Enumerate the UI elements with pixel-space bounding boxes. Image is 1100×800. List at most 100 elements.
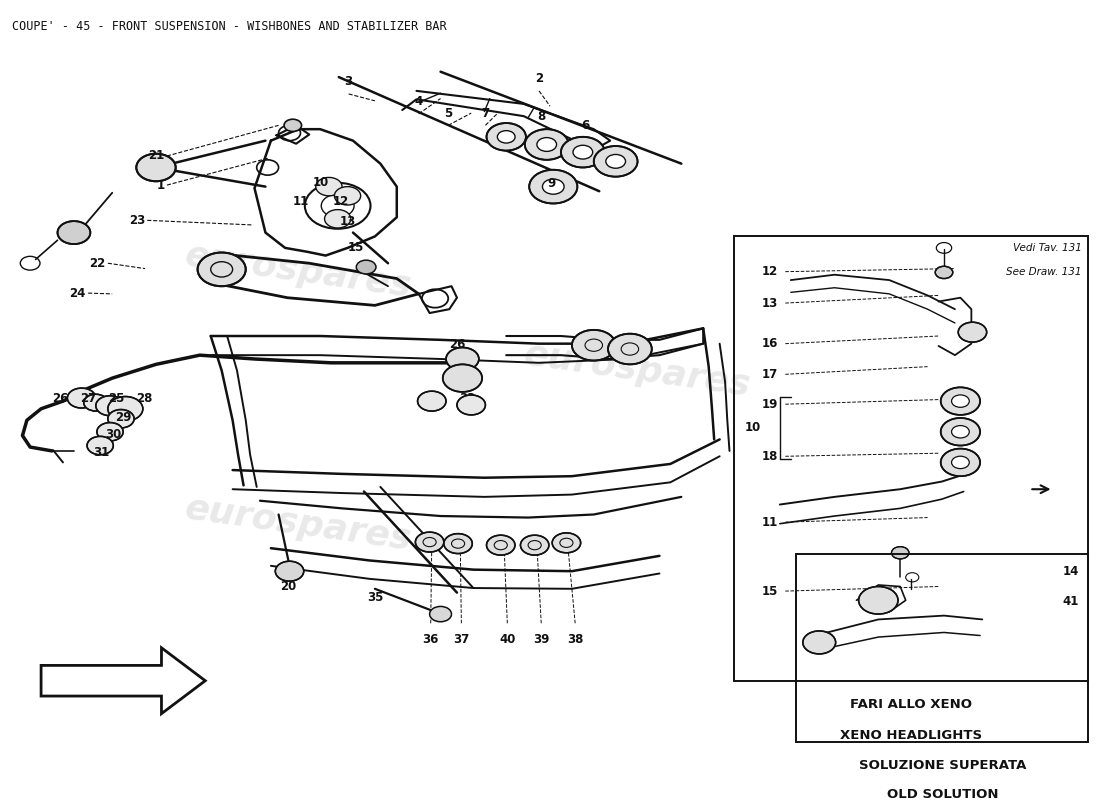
Circle shape xyxy=(952,426,969,438)
Text: 27: 27 xyxy=(449,358,465,371)
Circle shape xyxy=(136,154,176,182)
Bar xyxy=(734,237,1089,681)
Circle shape xyxy=(456,395,485,415)
Text: 10: 10 xyxy=(745,422,761,434)
Text: 19: 19 xyxy=(761,398,778,410)
Text: 41: 41 xyxy=(1063,595,1079,608)
Text: Vedi Tav. 131: Vedi Tav. 131 xyxy=(1013,242,1082,253)
Text: 36: 36 xyxy=(422,634,439,646)
Text: XENO HEADLIGHTS: XENO HEADLIGHTS xyxy=(840,729,982,742)
Circle shape xyxy=(334,186,361,205)
Circle shape xyxy=(324,210,351,228)
Text: 9: 9 xyxy=(547,177,556,190)
Circle shape xyxy=(542,179,564,194)
Circle shape xyxy=(416,532,443,552)
Circle shape xyxy=(520,535,549,555)
Text: 5: 5 xyxy=(444,107,452,120)
Circle shape xyxy=(572,330,616,361)
Text: 2: 2 xyxy=(535,72,543,85)
Text: 24: 24 xyxy=(69,286,86,300)
Circle shape xyxy=(57,221,90,244)
Text: OLD SOLUTION: OLD SOLUTION xyxy=(887,788,998,800)
Text: 13: 13 xyxy=(761,297,778,310)
Circle shape xyxy=(952,456,969,469)
Text: eurospares: eurospares xyxy=(183,491,414,557)
Circle shape xyxy=(430,606,451,622)
Text: 21: 21 xyxy=(148,150,165,162)
Text: 8: 8 xyxy=(537,110,546,123)
Text: 12: 12 xyxy=(761,265,778,278)
Text: 7: 7 xyxy=(482,107,490,120)
Polygon shape xyxy=(41,648,206,714)
Text: 35: 35 xyxy=(366,591,383,604)
Circle shape xyxy=(84,394,108,411)
Text: 28: 28 xyxy=(135,391,152,405)
Text: COUPE' - 45 - FRONT SUSPENSION - WISHBONES AND STABILIZER BAR: COUPE' - 45 - FRONT SUSPENSION - WISHBON… xyxy=(11,20,447,33)
Circle shape xyxy=(561,137,605,167)
Circle shape xyxy=(940,449,980,476)
Circle shape xyxy=(418,391,446,411)
Text: 30: 30 xyxy=(106,427,121,441)
Circle shape xyxy=(594,146,638,177)
Circle shape xyxy=(552,533,581,553)
Text: 31: 31 xyxy=(94,446,109,459)
Circle shape xyxy=(108,410,134,428)
Text: 11: 11 xyxy=(293,194,309,208)
Text: 29: 29 xyxy=(116,410,131,424)
Circle shape xyxy=(952,395,969,407)
Circle shape xyxy=(442,364,482,392)
Text: 3: 3 xyxy=(344,75,353,88)
Circle shape xyxy=(443,534,472,554)
Circle shape xyxy=(935,266,953,278)
Circle shape xyxy=(958,322,987,342)
Circle shape xyxy=(573,146,593,159)
Text: 40: 40 xyxy=(499,634,516,646)
Text: 14: 14 xyxy=(1063,565,1079,578)
Text: 25: 25 xyxy=(109,391,124,405)
Text: 18: 18 xyxy=(761,450,778,462)
Circle shape xyxy=(486,535,515,555)
Text: 26: 26 xyxy=(449,338,465,351)
Circle shape xyxy=(525,129,569,160)
Text: 11: 11 xyxy=(761,516,778,529)
Text: 34: 34 xyxy=(419,391,436,405)
Circle shape xyxy=(940,418,980,446)
Circle shape xyxy=(275,562,304,581)
Text: SOLUZIONE SUPERATA: SOLUZIONE SUPERATA xyxy=(859,759,1026,772)
Text: 39: 39 xyxy=(534,634,549,646)
Circle shape xyxy=(859,586,898,614)
Bar xyxy=(796,554,1089,742)
Text: 22: 22 xyxy=(89,257,106,270)
Circle shape xyxy=(96,396,124,416)
Text: 23: 23 xyxy=(129,214,145,227)
Circle shape xyxy=(446,347,478,370)
Text: 6: 6 xyxy=(581,119,590,132)
Circle shape xyxy=(608,334,652,364)
Text: 1: 1 xyxy=(156,178,165,191)
Text: 26: 26 xyxy=(53,391,69,405)
Circle shape xyxy=(87,436,113,454)
Circle shape xyxy=(606,154,626,168)
Text: 27: 27 xyxy=(80,391,97,405)
Text: 15: 15 xyxy=(348,241,364,254)
Circle shape xyxy=(891,546,909,559)
Text: 16: 16 xyxy=(761,337,778,350)
Text: 15: 15 xyxy=(761,585,778,598)
Text: 38: 38 xyxy=(566,634,583,646)
Circle shape xyxy=(356,260,376,274)
Circle shape xyxy=(497,130,515,143)
Text: See Draw. 131: See Draw. 131 xyxy=(1006,267,1082,277)
Circle shape xyxy=(529,170,578,203)
Text: 13: 13 xyxy=(340,215,356,228)
Text: 20: 20 xyxy=(280,580,297,594)
Text: eurospares: eurospares xyxy=(183,238,414,304)
Text: 32: 32 xyxy=(615,342,631,355)
Circle shape xyxy=(316,178,342,196)
Circle shape xyxy=(67,388,96,408)
Circle shape xyxy=(284,119,301,131)
Text: 37: 37 xyxy=(453,634,470,646)
Text: 33: 33 xyxy=(459,391,475,405)
Circle shape xyxy=(803,631,836,654)
Circle shape xyxy=(108,397,143,421)
Circle shape xyxy=(97,422,123,441)
